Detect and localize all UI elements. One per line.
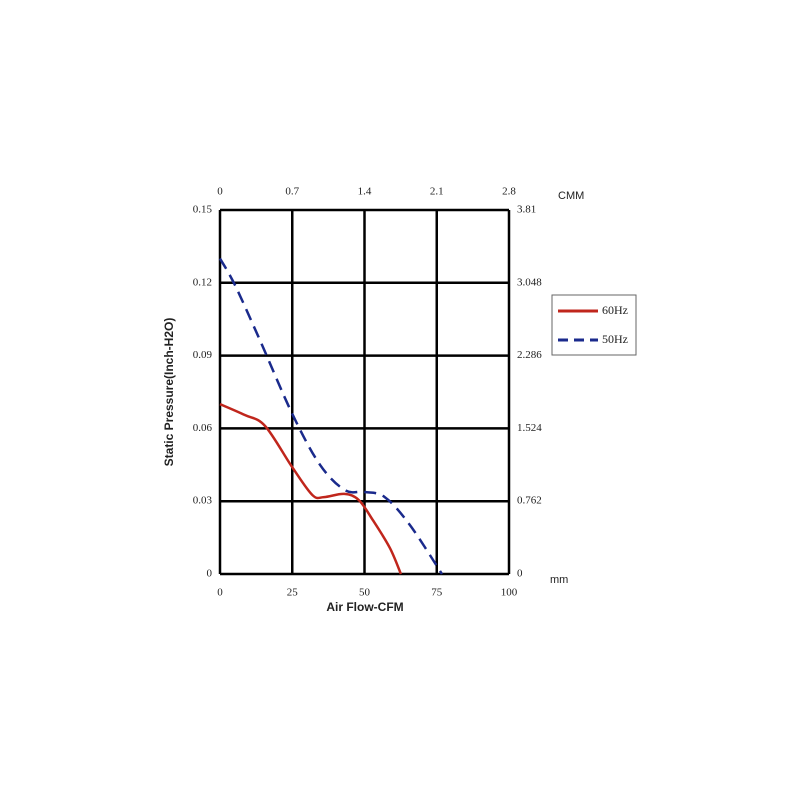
y-axis-title: Static Pressure(Inch-H2O)	[162, 318, 176, 467]
y-tick-label: 0	[207, 568, 213, 580]
x-tick-label: 75	[431, 587, 443, 599]
line-series	[219, 402, 403, 575]
legend-box	[551, 294, 637, 356]
y2-tick-label: 0.762	[517, 495, 542, 507]
y2-tick-label: 0	[517, 568, 523, 580]
y-tick-label: 0.06	[193, 422, 213, 434]
y2-tick-label: 1.524	[517, 422, 542, 434]
y-tick-label: 0.12	[193, 276, 212, 288]
y-tick-label: 0.03	[193, 495, 213, 507]
x2-tick-label: 1.4	[358, 186, 372, 198]
x-axis-title: Air Flow-CFM	[326, 600, 403, 614]
line-series	[218, 257, 443, 575]
x-tick-label: 50	[359, 587, 371, 599]
y2-tick-label: 3.81	[517, 204, 536, 216]
x-tick-label: 25	[287, 587, 299, 599]
x2-tick-label: 2.8	[502, 186, 516, 198]
y-tick-label: 0.09	[193, 349, 213, 361]
y2-tick-label: 2.286	[517, 349, 542, 361]
x-tick-label: 100	[501, 587, 518, 599]
x2-tick-label: 0	[217, 186, 223, 198]
y-tick-label: 0.15	[193, 204, 213, 216]
legend-label: 60Hz	[602, 303, 628, 317]
y2-axis-title: mm	[550, 574, 568, 586]
x2-axis-title: CMM	[558, 190, 584, 202]
legend-label: 50Hz	[602, 332, 628, 346]
x2-tick-label: 2.1	[430, 186, 444, 198]
x-tick-label: 0	[217, 587, 223, 599]
y2-tick-label: 3.048	[517, 276, 542, 288]
x2-tick-label: 0.7	[285, 186, 299, 198]
